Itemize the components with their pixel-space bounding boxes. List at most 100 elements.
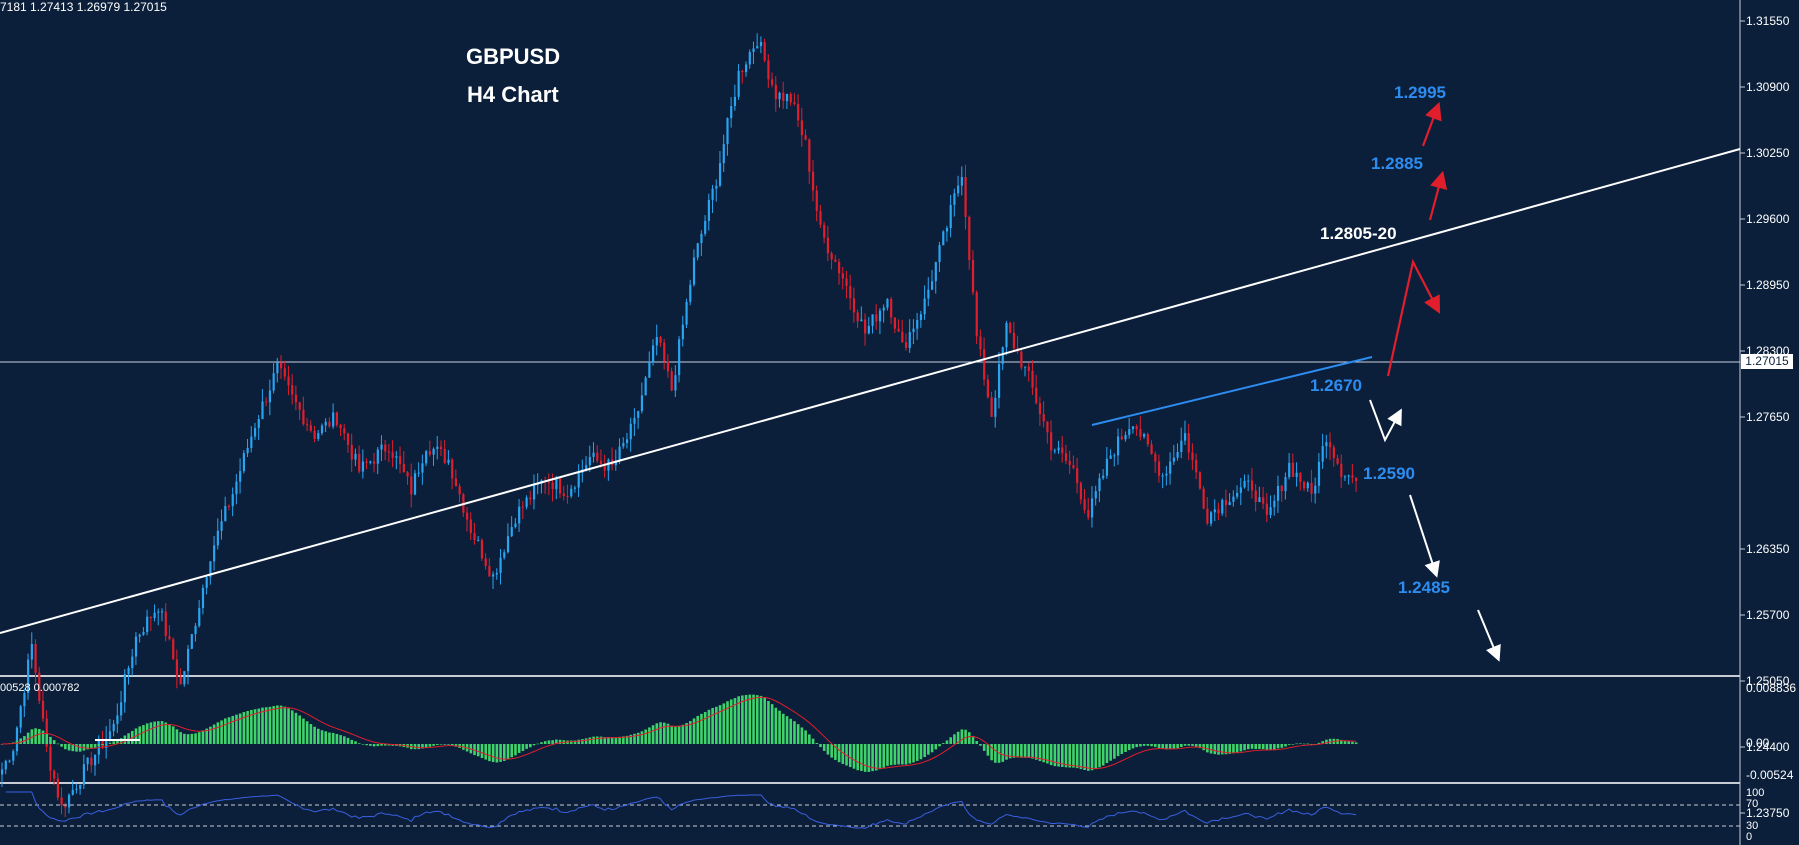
candle-body <box>1250 480 1254 491</box>
macd-bar <box>34 728 37 744</box>
ohlc-readout: 7181 1.27413 1.26979 1.27015 <box>0 0 167 14</box>
macd-bar <box>335 733 339 744</box>
macd-bar <box>514 744 517 756</box>
macd-bar <box>923 744 926 757</box>
candle-body <box>1247 480 1250 482</box>
candle-body <box>718 163 722 186</box>
candle-body <box>488 565 491 577</box>
macd-bar <box>662 722 666 744</box>
macd-bar <box>1299 743 1302 745</box>
candle-body <box>82 764 86 785</box>
macd-bar <box>744 695 748 744</box>
candle-body <box>927 289 930 299</box>
candle-body <box>12 751 15 761</box>
candle-body <box>1176 451 1179 458</box>
macd-bar <box>1027 744 1031 758</box>
macd-bar <box>67 744 71 751</box>
macd-bar <box>153 721 156 744</box>
macd-bar <box>901 744 904 765</box>
candle-body <box>1329 442 1332 448</box>
candle-body <box>376 449 379 464</box>
macd-bar <box>819 744 822 748</box>
macd-bar <box>677 725 681 744</box>
candle-body <box>1035 387 1038 404</box>
macd-bar <box>588 737 592 744</box>
candle-body <box>945 228 949 232</box>
macd-bar <box>748 694 752 744</box>
candle-body <box>466 512 469 520</box>
candle-body <box>365 461 368 463</box>
macd-bar <box>1328 738 1332 744</box>
macd-bar <box>432 744 435 746</box>
candle-body <box>745 64 748 73</box>
candle-body <box>808 139 811 172</box>
candle-body <box>436 446 439 449</box>
candle-body <box>685 301 688 325</box>
candle-body <box>131 656 134 669</box>
candle-body <box>1076 468 1079 484</box>
y-tick-label: 1.25050 <box>1746 674 1790 688</box>
candle-body <box>343 428 346 434</box>
macd-bar <box>1209 744 1213 754</box>
candle-body <box>27 659 30 693</box>
macd-bar <box>1243 744 1246 751</box>
candle-body <box>592 452 595 457</box>
macd-bar <box>875 744 878 771</box>
macd-bar <box>1120 744 1124 754</box>
macd-bar <box>439 744 443 745</box>
candle-body <box>1332 447 1335 459</box>
candle-body <box>138 634 141 637</box>
macd-bar <box>1325 739 1328 744</box>
macd-bar <box>290 710 294 744</box>
macd-bar <box>1057 744 1060 767</box>
candle-body <box>856 312 859 322</box>
candle-body <box>1124 434 1127 440</box>
candle-body <box>674 375 677 391</box>
macd-bar <box>1284 744 1287 747</box>
candle-body <box>1340 463 1343 478</box>
macd-bar <box>424 744 428 748</box>
candle-body <box>979 336 982 350</box>
candle-body <box>886 298 889 308</box>
macd-bar <box>1194 744 1198 747</box>
candle-body <box>603 463 606 471</box>
macd-bar <box>964 729 967 744</box>
macd-bar <box>1083 744 1086 770</box>
macd-bar <box>949 737 952 744</box>
candle-body <box>276 362 279 374</box>
candle-body <box>849 286 852 299</box>
candle-body <box>815 190 818 211</box>
candle-body <box>893 317 896 329</box>
candle-body <box>908 332 911 348</box>
macd-bar <box>484 744 487 760</box>
candle-body <box>968 216 971 260</box>
candle-body <box>949 204 952 229</box>
macd-bar <box>421 744 424 749</box>
level-1-2590: 1.2590 <box>1363 464 1415 483</box>
candle-body <box>335 412 338 426</box>
bearish-arrow-below <box>1477 609 1501 662</box>
candle-body <box>826 237 830 254</box>
macd-bar <box>190 733 194 744</box>
candle-body <box>875 314 878 322</box>
candle-body <box>1217 509 1220 514</box>
candle-body <box>878 310 882 322</box>
macd-bar <box>1280 744 1284 748</box>
macd-bar <box>1012 744 1016 758</box>
candle-body <box>213 545 216 562</box>
macd-bar <box>503 744 506 761</box>
candle-body <box>741 70 744 73</box>
candle-body <box>120 702 123 716</box>
macd-bar <box>945 740 949 744</box>
candle-body <box>1284 477 1287 492</box>
candle-body <box>454 478 458 487</box>
macd-bar <box>309 724 313 744</box>
macd-bar <box>886 744 889 766</box>
macd-bar <box>1094 744 1098 770</box>
macd-bar <box>346 737 350 744</box>
macd-bar <box>733 698 737 744</box>
candle-body <box>1042 414 1045 422</box>
macd-bar <box>547 740 551 744</box>
y-tick-label: 1.26350 <box>1746 542 1790 556</box>
macd-bar <box>242 712 246 744</box>
